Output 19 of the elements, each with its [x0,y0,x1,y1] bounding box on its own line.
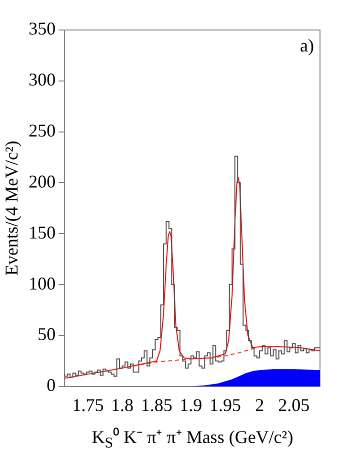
x-tick-label: 2 [255,394,264,415]
y-tick-label: 250 [28,120,56,141]
y-tick-label: 150 [28,222,56,242]
y-tick-label: 0 [46,375,56,396]
y-tick-label: 200 [28,171,56,192]
x-tick-label: 1.85 [140,394,172,415]
y-axis-title: Events/(4 MeV/c²) [2,140,22,276]
x-tick-label: 1.9 [180,394,202,415]
y-tick-label: 50 [38,324,56,344]
x-tick-label: 1.75 [72,394,104,415]
x-tick-label: 2.05 [278,394,310,415]
x-axis-title: K$_{S}$⁰ K⁻ π⁺ π⁺ Mass (GeV/c²) [90,426,294,453]
line-series [64,346,320,379]
x-tick-label: 1.95 [210,394,242,415]
y-tick-label: 100 [28,273,56,294]
y-tick-label: 350 [28,18,56,39]
x-tick-label: 1.8 [111,394,134,415]
y-tick-label: 300 [28,70,56,90]
annotation: a) [300,36,314,56]
